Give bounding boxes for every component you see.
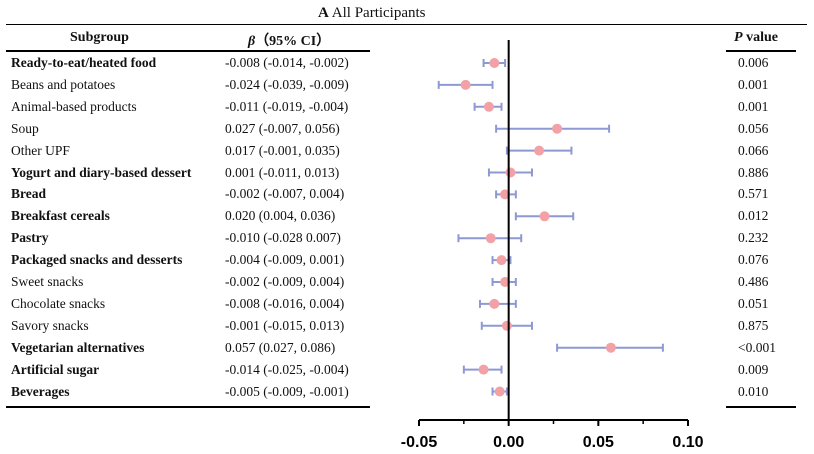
row-beta-ci: -0.001 (-0.015, 0.013) bbox=[225, 317, 345, 333]
row-p-value: 0.066 bbox=[738, 142, 769, 158]
row-p-value: 0.056 bbox=[738, 120, 769, 136]
row-label: Ready-to-eat/heated food bbox=[11, 55, 157, 70]
row-label: Other UPF bbox=[11, 142, 70, 158]
estimate-point bbox=[483, 101, 494, 112]
row-beta-ci: 0.057 (0.027, 0.086) bbox=[225, 339, 336, 355]
row-beta-ci: -0.011 (-0.019, -0.004) bbox=[225, 98, 349, 114]
figure-title: A All Participants bbox=[318, 5, 426, 22]
estimate-point bbox=[605, 342, 616, 353]
row-label: Vegetarian alternatives bbox=[11, 339, 145, 355]
row-label: Soup bbox=[11, 120, 39, 136]
estimate-point bbox=[496, 255, 507, 266]
row-beta-ci: 0.020 (0.004, 0.036) bbox=[225, 208, 336, 224]
row-label: Packaged snacks and desserts bbox=[11, 252, 183, 268]
estimate-point bbox=[460, 79, 471, 90]
row-label: Breakfast cereals bbox=[11, 208, 110, 224]
row-beta-ci: -0.010 (-0.028 0.007) bbox=[225, 230, 341, 246]
row-p-value: 0.010 bbox=[738, 383, 769, 399]
row-label: Sweet snacks bbox=[11, 274, 84, 289]
row-p-value: 0.051 bbox=[738, 295, 769, 311]
row-p-value: 0.886 bbox=[738, 164, 769, 180]
row-p-value: 0.875 bbox=[738, 317, 769, 333]
row-p-value: 0.232 bbox=[738, 230, 769, 246]
panel-title: All Participants bbox=[331, 5, 426, 21]
x-tick-label: 0.00 bbox=[493, 434, 524, 451]
estimate-point bbox=[505, 167, 516, 178]
row-beta-ci: 0.027 (-0.007, 0.056) bbox=[225, 120, 340, 136]
row-p-value: 0.012 bbox=[738, 208, 769, 224]
estimate-point bbox=[501, 320, 512, 331]
row-label: Bread bbox=[11, 186, 47, 202]
estimate-point bbox=[539, 211, 550, 222]
row-beta-ci: 0.001 (-0.011, 0.013) bbox=[225, 164, 340, 180]
row-p-value: <0.001 bbox=[738, 339, 776, 355]
row-label: Beans and potatoes bbox=[11, 76, 116, 92]
beta-header: β（95% CI） bbox=[248, 30, 330, 50]
estimate-point bbox=[500, 189, 511, 200]
row-p-value: 0.009 bbox=[738, 361, 769, 377]
bottom-rule-left bbox=[6, 406, 370, 408]
estimate-point bbox=[552, 123, 563, 134]
row-beta-ci: -0.008 (-0.014, -0.002) bbox=[225, 55, 349, 70]
estimate-point bbox=[534, 145, 545, 156]
p-symbol: P bbox=[734, 30, 743, 45]
estimate-point bbox=[494, 386, 505, 397]
subgroup-header: Subgroup bbox=[70, 30, 129, 45]
row-beta-ci: -0.005 (-0.009, -0.001) bbox=[225, 383, 349, 399]
row-beta-ci: -0.002 (-0.007, 0.004) bbox=[225, 186, 345, 202]
beta-ci-label: （95% CI） bbox=[255, 34, 331, 49]
row-label: Animal-based products bbox=[11, 98, 137, 114]
estimate-point bbox=[478, 364, 489, 375]
row-p-value: 0.001 bbox=[738, 76, 769, 92]
bottom-rule-right bbox=[726, 406, 796, 408]
row-beta-ci: -0.008 (-0.016, 0.004) bbox=[225, 295, 345, 311]
x-tick-label: 0.10 bbox=[672, 434, 703, 451]
row-label: Yogurt and diary-based dessert bbox=[11, 164, 192, 180]
estimate-point bbox=[485, 233, 496, 244]
row-label: Chocolate snacks bbox=[11, 295, 106, 311]
row-beta-ci: -0.004 (-0.009, 0.001) bbox=[225, 252, 345, 268]
header-rule-right bbox=[726, 50, 796, 52]
estimate-point bbox=[489, 58, 500, 68]
x-tick-label: -0.05 bbox=[401, 434, 438, 451]
row-label: Savory snacks bbox=[11, 317, 89, 333]
panel-letter: A bbox=[318, 5, 329, 21]
estimate-point bbox=[500, 277, 511, 287]
top-rule bbox=[6, 24, 807, 25]
beta-symbol: β bbox=[248, 34, 256, 49]
row-beta-ci: -0.014 (-0.025, -0.004) bbox=[225, 361, 349, 377]
p-value-label: value bbox=[746, 30, 778, 45]
row-beta-ci: 0.017 (-0.001, 0.035) bbox=[225, 142, 340, 158]
row-beta-ci: -0.002 (-0.009, 0.004) bbox=[225, 274, 345, 289]
p-value-header: P value bbox=[734, 30, 778, 46]
row-p-value: 0.076 bbox=[738, 252, 769, 268]
row-label: Artificial sugar bbox=[11, 361, 100, 377]
estimate-point bbox=[489, 298, 500, 309]
row-p-value: 0.001 bbox=[738, 98, 769, 114]
row-label: Beverages bbox=[11, 383, 70, 399]
x-tick-label: 0.05 bbox=[583, 434, 614, 451]
row-p-value: 0.006 bbox=[738, 55, 769, 70]
row-label: Pastry bbox=[11, 230, 49, 246]
row-p-value: 0.486 bbox=[738, 274, 769, 289]
row-beta-ci: -0.024 (-0.039, -0.009) bbox=[225, 76, 349, 92]
row-p-value: 0.571 bbox=[738, 186, 769, 202]
header-rule-left bbox=[6, 50, 370, 52]
